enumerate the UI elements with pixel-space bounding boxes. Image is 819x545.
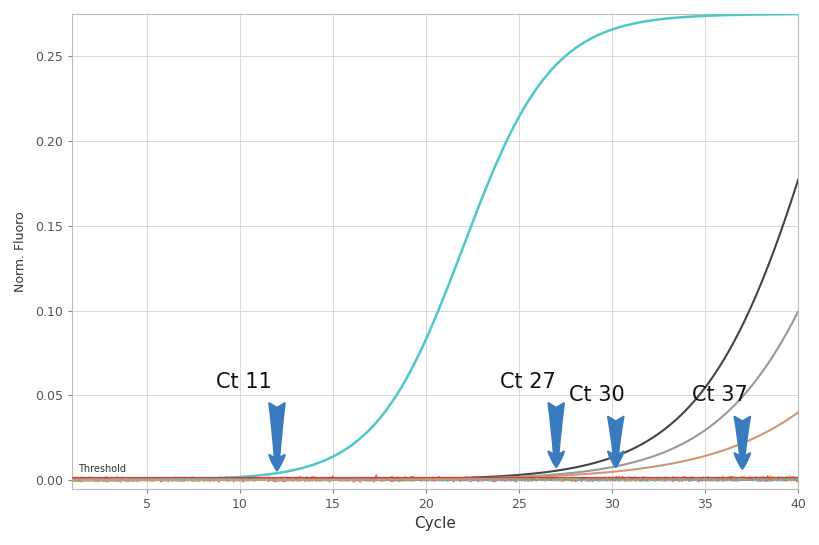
Text: Ct 27: Ct 27: [500, 372, 555, 392]
Text: Ct 30: Ct 30: [568, 385, 624, 405]
Text: Ct 11: Ct 11: [215, 372, 271, 392]
Text: Ct 37: Ct 37: [691, 385, 747, 405]
Y-axis label: Norm. Fluoro: Norm. Fluoro: [14, 211, 27, 292]
Text: Threshold: Threshold: [78, 464, 125, 474]
X-axis label: Cycle: Cycle: [414, 516, 455, 531]
